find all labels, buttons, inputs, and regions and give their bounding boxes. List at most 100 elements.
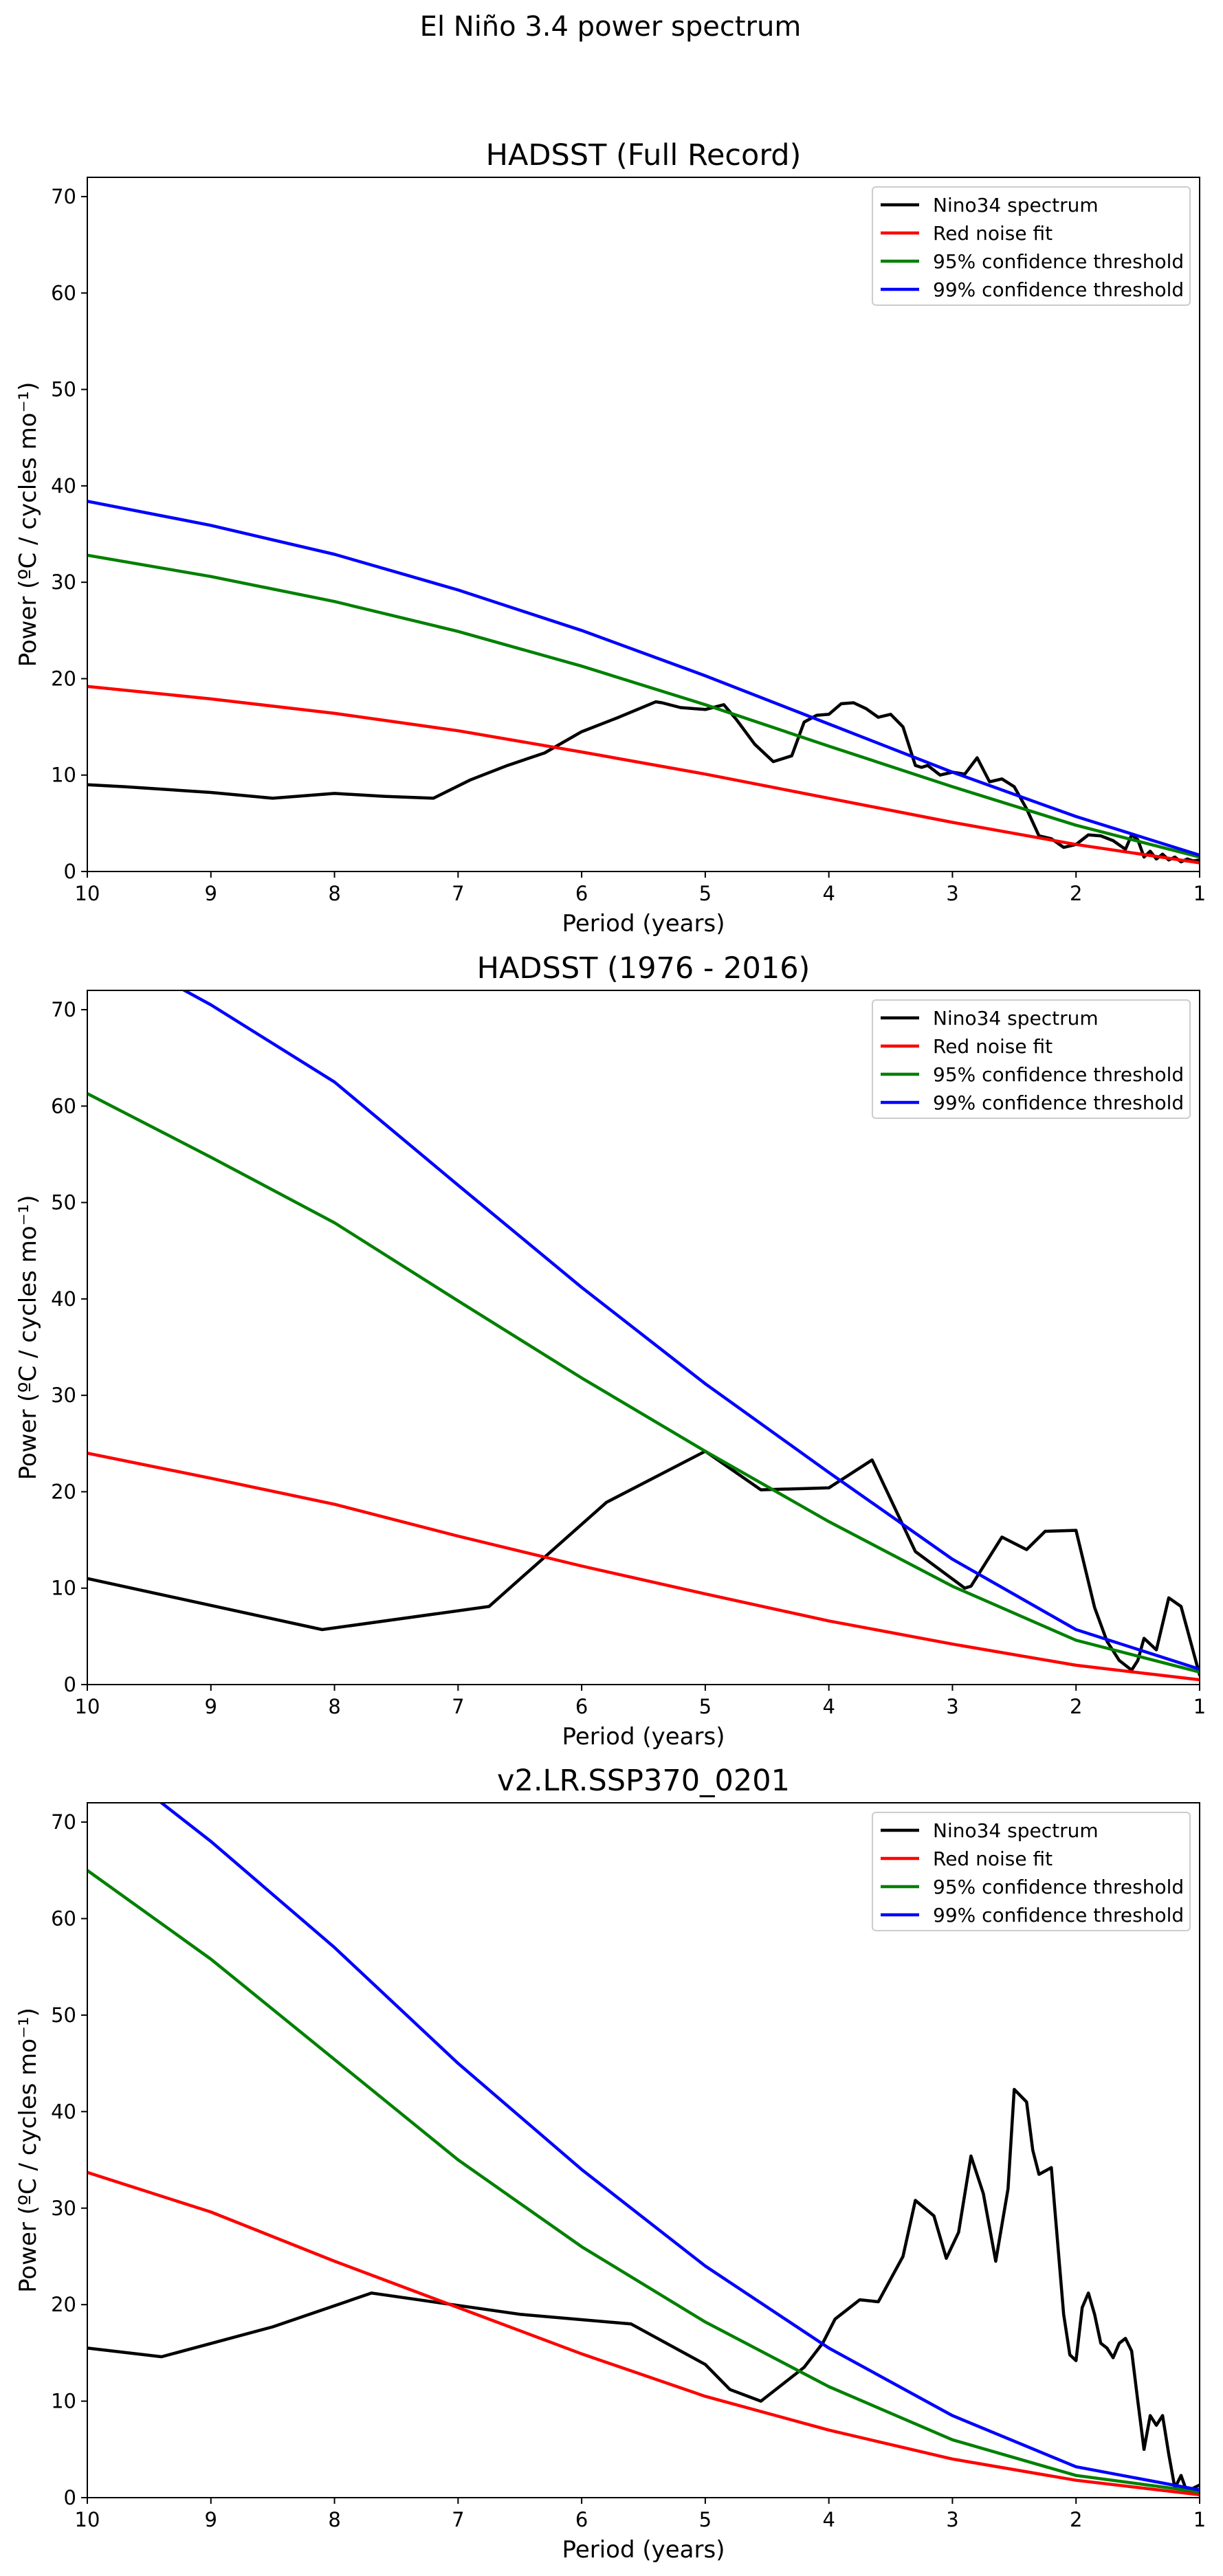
y-tick-label: 70	[51, 998, 76, 1021]
x-tick-label: 10	[75, 1695, 100, 1718]
series-line-red-noise-fit	[87, 685, 1200, 865]
x-tick-label: 2	[1070, 2508, 1082, 2531]
x-tick-label: 7	[452, 882, 464, 905]
y-tick-label: 40	[51, 474, 76, 498]
series-line-red-noise-fit	[87, 2170, 1200, 2497]
series-group	[87, 500, 1200, 865]
x-tick-label: 9	[205, 2508, 217, 2531]
y-tick-label: 20	[51, 1480, 76, 1503]
x-tick-label: 6	[575, 882, 588, 905]
x-tick-label: 6	[575, 2508, 588, 2531]
legend-box	[872, 186, 1191, 306]
panels: HADSST (Full Record)10 9 8 7 6 5 4 3 2 1010203040…	[14, 138, 1206, 2564]
legend-label-99-confidence-threshold: 99% confidence threshold	[933, 1091, 1184, 1114]
legend-label-95-confidence-threshold: 95% confidence threshold	[933, 1063, 1184, 1086]
y-tick-label: 10	[51, 764, 76, 787]
series-line-95-confidence-threshold	[87, 553, 1200, 859]
legend-label-red-noise-fit: Red noise fit	[933, 222, 1053, 245]
y-tick-label: 60	[51, 1907, 76, 1931]
chart-panel-1: HADSST (Full Record)10 9 8 7 6 5 4 3 2 1010203040…	[14, 138, 1206, 937]
chart-title: v2.LR.SSP370_0201	[497, 1764, 790, 1798]
y-tick-label: 20	[51, 2293, 76, 2316]
x-tick-label: 10	[75, 2508, 100, 2531]
y-tick-label: 70	[51, 185, 76, 208]
x-tick-label: 9	[205, 1695, 217, 1718]
y-tick-label: 0	[64, 1673, 76, 1696]
y-tick-label: 0	[64, 2486, 76, 2509]
x-tick-label: 5	[699, 882, 712, 905]
y-tick-label: 30	[51, 570, 76, 594]
legend-label-nino34-spectrum: Nino34 spectrum	[933, 1007, 1099, 1030]
y-tick-label: 10	[51, 1577, 76, 1600]
x-tick-label: 4	[822, 882, 835, 905]
chart-panel-2: HADSST (1976 - 2016)10 9 8 7 6 5 4 3 2 1010203040…	[14, 951, 1206, 1751]
y-tick-label: 10	[51, 2390, 76, 2413]
x-tick-label: 8	[328, 2508, 340, 2531]
legend-label-nino34-spectrum: Nino34 spectrum	[933, 194, 1099, 216]
legend-label-nino34-spectrum: Nino34 spectrum	[933, 1819, 1099, 1842]
axes-frame	[87, 1802, 1200, 2498]
x-tick-label: 7	[452, 1695, 464, 1718]
x-tick-label: 8	[328, 1695, 340, 1718]
series-line-95-confidence-threshold	[87, 1091, 1200, 1674]
x-tick-label: 5	[699, 1695, 712, 1718]
x-tick-label: 9	[205, 882, 217, 905]
series-line-red-noise-fit	[87, 1452, 1200, 1682]
x-tick-label: 10	[75, 882, 100, 905]
legend: Nino34 spectrum Red noise fit 95% confiden…	[872, 999, 1191, 1119]
x-tick-label: 7	[452, 2508, 464, 2531]
x-axis-label: Period (years)	[562, 910, 725, 937]
y-tick-label: 60	[51, 281, 76, 304]
x-tick-label: 1	[1193, 2508, 1206, 2531]
x-tick-label: 1	[1193, 1695, 1206, 1718]
axes-frame	[87, 177, 1200, 872]
x-tick-label: 6	[575, 1695, 588, 1718]
legend-label-99-confidence-threshold: 99% confidence threshold	[933, 278, 1184, 301]
legend-label-red-noise-fit: Red noise fit	[933, 1035, 1053, 1058]
legend-label-95-confidence-threshold: 95% confidence threshold	[933, 250, 1184, 273]
chart-title: HADSST (1976 - 2016)	[477, 951, 811, 986]
x-axis-label: Period (years)	[562, 1723, 725, 1751]
y-tick-label: 30	[51, 2197, 76, 2220]
x-tick-label: 3	[946, 882, 958, 905]
x-tick-label: 2	[1070, 882, 1082, 905]
y-axis-label: Power (ºC / cycles mo⁻¹)	[14, 1195, 42, 1480]
legend-label-95-confidence-threshold: 95% confidence threshold	[933, 1876, 1184, 1898]
legend: Nino34 spectrum Red noise fit 95% confiden…	[872, 1812, 1191, 1931]
y-tick-label: 50	[51, 378, 76, 401]
series-group	[87, 990, 1200, 1682]
series-line-nino34-spectrum	[87, 2087, 1200, 2495]
y-tick-label: 60	[51, 1094, 76, 1118]
y-tick-label: 30	[51, 1384, 76, 1407]
x-tick-label: 1	[1193, 882, 1206, 905]
x-tick-label: 3	[946, 1695, 958, 1718]
x-tick-label: 3	[946, 2508, 958, 2531]
y-axis-label: Power (ºC / cycles mo⁻¹)	[14, 2008, 42, 2293]
series-line-95-confidence-threshold	[87, 1869, 1200, 2494]
x-axis-label: Period (years)	[562, 2536, 725, 2564]
y-tick-label: 40	[51, 2100, 76, 2123]
x-tick-label: 8	[328, 882, 340, 905]
y-tick-label: 0	[64, 860, 76, 883]
axes-frame	[87, 990, 1200, 1685]
series-group	[87, 1803, 1200, 2497]
y-tick-label: 50	[51, 1191, 76, 1214]
legend-box	[872, 1812, 1191, 1931]
legend-label-red-noise-fit: Red noise fit	[933, 1847, 1053, 1870]
x-tick-label: 4	[822, 2508, 835, 2531]
legend: Nino34 spectrum Red noise fit 95% confiden…	[872, 186, 1191, 306]
series-line-99-confidence-threshold	[87, 500, 1200, 857]
x-tick-label: 5	[699, 2508, 712, 2531]
figure-suptitle: El Niño 3.4 power spectrum	[420, 11, 802, 43]
y-tick-label: 40	[51, 1287, 76, 1311]
legend-label-99-confidence-threshold: 99% confidence threshold	[933, 1904, 1184, 1927]
y-tick-label: 50	[51, 2003, 76, 2027]
chart-title: HADSST (Full Record)	[486, 138, 802, 173]
x-tick-label: 4	[822, 1695, 835, 1718]
y-tick-label: 70	[51, 1810, 76, 1834]
x-tick-label: 2	[1070, 1695, 1082, 1718]
y-axis-label: Power (ºC / cycles mo⁻¹)	[14, 382, 42, 667]
